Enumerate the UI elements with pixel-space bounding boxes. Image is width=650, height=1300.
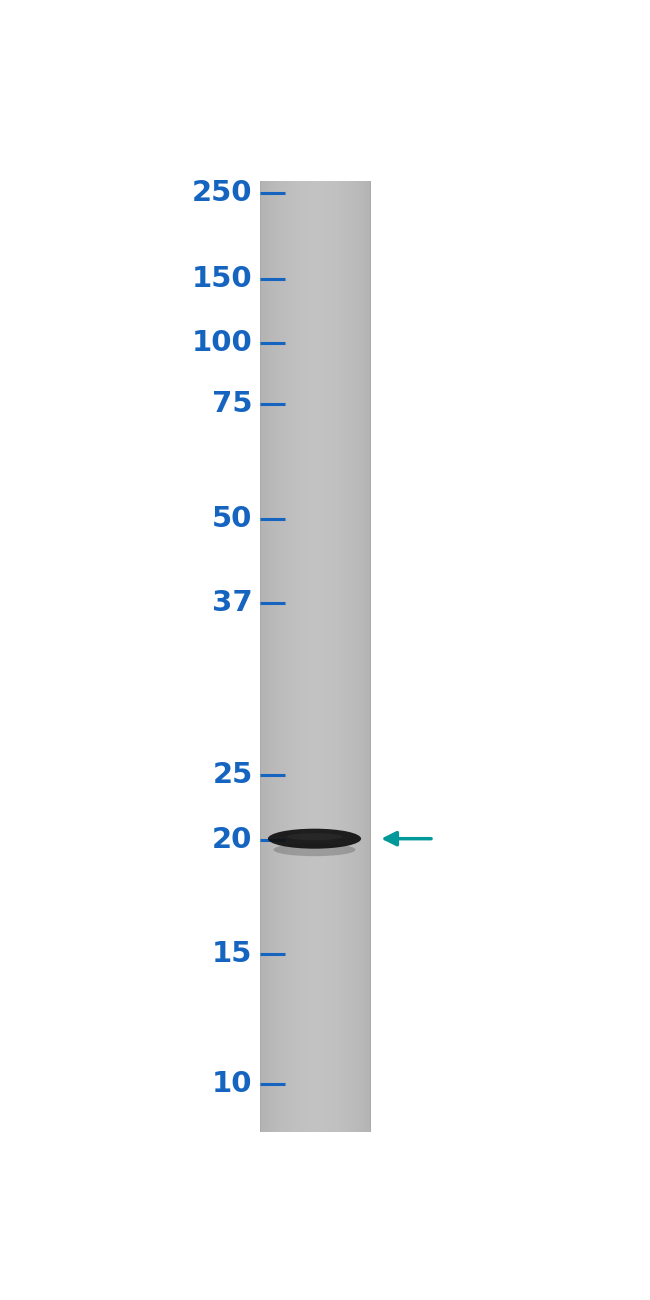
Text: 37: 37 — [212, 589, 252, 617]
Bar — [301, 181, 302, 1132]
Bar — [264, 181, 266, 1132]
Bar — [334, 181, 336, 1132]
Bar — [341, 181, 343, 1132]
Bar — [337, 181, 339, 1132]
Bar — [277, 181, 279, 1132]
Ellipse shape — [268, 828, 361, 849]
Bar — [267, 181, 269, 1132]
Bar — [288, 181, 290, 1132]
Bar — [312, 181, 314, 1132]
Bar — [358, 181, 360, 1132]
Bar — [319, 181, 321, 1132]
Bar — [356, 181, 358, 1132]
Text: 250: 250 — [192, 179, 252, 207]
Bar — [260, 181, 261, 1132]
Bar — [328, 181, 330, 1132]
Text: 15: 15 — [212, 940, 252, 967]
Text: 50: 50 — [212, 506, 252, 533]
Bar — [363, 181, 365, 1132]
Bar — [271, 181, 273, 1132]
Bar — [321, 181, 323, 1132]
Bar — [266, 181, 267, 1132]
Bar — [336, 181, 337, 1132]
Bar — [260, 181, 371, 1132]
Bar — [275, 181, 277, 1132]
Bar — [369, 181, 371, 1132]
Text: 20: 20 — [212, 826, 252, 854]
Bar — [360, 181, 361, 1132]
Bar — [282, 181, 284, 1132]
Bar — [343, 181, 345, 1132]
Bar — [315, 181, 317, 1132]
Bar — [293, 181, 295, 1132]
Text: 100: 100 — [192, 329, 252, 358]
Bar — [365, 181, 367, 1132]
Bar — [325, 181, 326, 1132]
Bar — [354, 181, 356, 1132]
Bar — [317, 181, 319, 1132]
Text: 10: 10 — [212, 1070, 252, 1098]
Bar — [297, 181, 299, 1132]
Text: 75: 75 — [212, 390, 252, 419]
Bar — [308, 181, 310, 1132]
Bar — [291, 181, 293, 1132]
Bar — [310, 181, 312, 1132]
Bar — [352, 181, 354, 1132]
Bar — [330, 181, 332, 1132]
Bar — [323, 181, 325, 1132]
Bar — [370, 181, 371, 1132]
Ellipse shape — [274, 844, 356, 857]
Bar — [284, 181, 286, 1132]
Bar — [269, 181, 271, 1132]
Bar — [279, 181, 280, 1132]
Bar — [304, 181, 306, 1132]
Bar — [262, 181, 264, 1132]
Bar — [280, 181, 282, 1132]
Bar — [367, 181, 369, 1132]
Bar — [306, 181, 308, 1132]
Bar — [299, 181, 301, 1132]
Bar — [332, 181, 334, 1132]
Bar — [345, 181, 347, 1132]
Bar — [273, 181, 275, 1132]
Bar — [290, 181, 291, 1132]
Bar — [326, 181, 328, 1132]
Bar — [339, 181, 341, 1132]
Bar — [295, 181, 297, 1132]
Bar — [349, 181, 350, 1132]
Bar — [347, 181, 349, 1132]
Bar — [302, 181, 304, 1132]
Bar — [314, 181, 315, 1132]
Text: 25: 25 — [213, 760, 252, 789]
Text: 150: 150 — [192, 265, 252, 292]
Bar — [350, 181, 352, 1132]
Ellipse shape — [287, 833, 343, 840]
Bar — [361, 181, 363, 1132]
Bar — [260, 181, 262, 1132]
Bar — [286, 181, 288, 1132]
